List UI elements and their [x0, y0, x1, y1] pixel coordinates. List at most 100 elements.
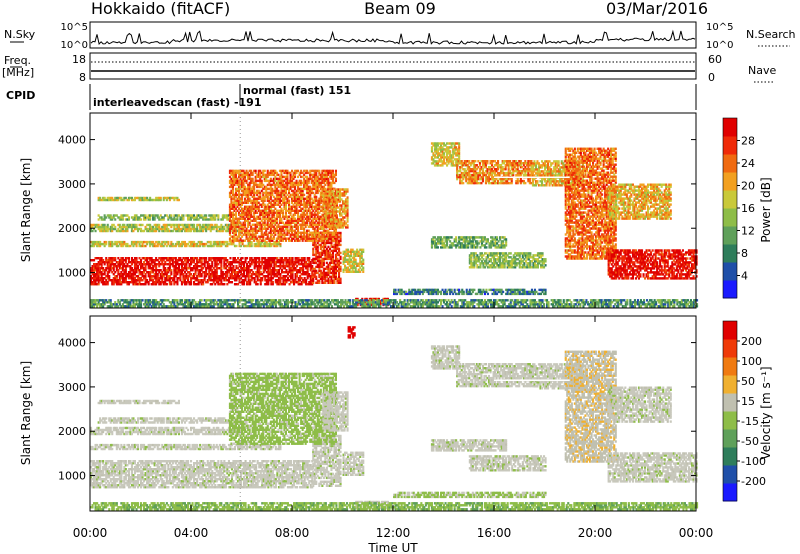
scatter-cell [124, 229, 127, 233]
scatter-cell [265, 227, 268, 230]
scatter-region [90, 223, 244, 233]
scatter-cell [351, 268, 354, 271]
scatter-cell [331, 190, 334, 193]
scatter-cell [270, 275, 273, 278]
scatter-cell [293, 281, 296, 284]
scatter-cell [156, 259, 159, 262]
scatter-cell [264, 267, 267, 270]
scatter-cell [277, 235, 280, 238]
scatter-cell [231, 219, 234, 222]
scatter-cell [241, 207, 244, 210]
scatter-cell [301, 191, 304, 195]
scatter-cell [304, 183, 307, 187]
scatter-cell [245, 229, 248, 232]
scatter-cell [227, 263, 230, 266]
scatter-cell [321, 185, 324, 189]
scatter-cell [318, 227, 321, 230]
scatter-cell [200, 273, 203, 276]
scatter-cell [138, 198, 141, 202]
scatter-cell [286, 265, 289, 268]
scatter-cell [286, 185, 289, 189]
scatter-cell [161, 240, 164, 244]
scatter-cell [278, 229, 281, 232]
scatter-cell [331, 259, 334, 263]
scatter-cell [278, 169, 281, 173]
scatter-cell [342, 270, 345, 273]
scatter-cell [231, 221, 234, 224]
scatter-cell [93, 227, 96, 231]
scatter-cell [121, 225, 124, 229]
scatter-cell [212, 267, 215, 270]
scatter-cell [315, 181, 318, 185]
scatter-cell [322, 175, 325, 179]
scatter-cell [234, 221, 237, 224]
scatter-cell [274, 244, 277, 248]
scatter-cell [272, 219, 275, 222]
scatter-cell [359, 266, 362, 269]
scatter-cell [269, 187, 272, 191]
scatter-cell [132, 279, 135, 282]
scatter-cell [256, 242, 259, 246]
scatter-cell [288, 283, 291, 286]
scatter-cell [294, 267, 297, 270]
scatter-cell [338, 231, 341, 235]
scatter-cell [265, 213, 268, 216]
scatter-cell [232, 242, 235, 246]
scatter-cell [280, 181, 283, 185]
scatter-cell [140, 214, 143, 217]
scatter-cell [209, 240, 212, 244]
scatter-cell [279, 279, 282, 282]
scatter-cell [187, 227, 190, 231]
scatter-cell [171, 196, 174, 200]
scatter-cell [99, 229, 102, 233]
scatter-cell [336, 263, 339, 267]
scatter-cell [231, 211, 234, 214]
scatter-cell [300, 191, 303, 195]
scatter-cell [121, 242, 124, 246]
scatter-cell [165, 263, 168, 266]
scatter-cell [180, 216, 183, 219]
scatter-cell [254, 223, 257, 226]
scatter-cell [312, 209, 315, 212]
scatter-cell [328, 251, 331, 255]
scatter-cell [283, 271, 286, 274]
scatter-cell [345, 212, 348, 215]
scatter-cell [325, 226, 328, 229]
scatter-cell [297, 185, 300, 189]
scatter-cell [257, 171, 260, 175]
scatter-cell [324, 249, 327, 253]
scatter-cell [248, 199, 251, 202]
scatter-cell [289, 183, 292, 187]
scatter-cell [124, 259, 127, 262]
scatter-cell [360, 248, 363, 251]
scatter-cell [306, 275, 309, 278]
scatter-cell [94, 283, 97, 286]
scatter-cell [325, 200, 328, 203]
scatter-cell [233, 195, 236, 199]
scatter-cell [240, 281, 243, 284]
scatter-cell [288, 223, 291, 226]
scatter-cell [281, 215, 284, 218]
scatter-cell [316, 169, 319, 173]
scatter-cell [291, 193, 294, 197]
scatter-cell [165, 240, 168, 244]
scatter-cell [284, 239, 287, 242]
scatter-cell [109, 263, 112, 266]
scatter-cell [262, 221, 265, 224]
scatter-cell [235, 279, 238, 282]
scatter-cell [235, 271, 238, 274]
scatter-cell [161, 275, 164, 278]
scatter-region [322, 188, 349, 229]
scatter-cell [140, 229, 143, 233]
scatter-cell [242, 173, 245, 177]
scatter-cell [281, 189, 284, 193]
scatter-cell [147, 216, 150, 219]
scatter-cell [196, 218, 199, 221]
scatter-cell [257, 215, 260, 218]
scatter-cell [342, 218, 345, 221]
scatter-cell [284, 169, 287, 173]
scatter-cell [284, 185, 287, 189]
scatter-cell [328, 235, 331, 238]
scatter-cell [283, 267, 286, 270]
scatter-cell [135, 267, 138, 270]
